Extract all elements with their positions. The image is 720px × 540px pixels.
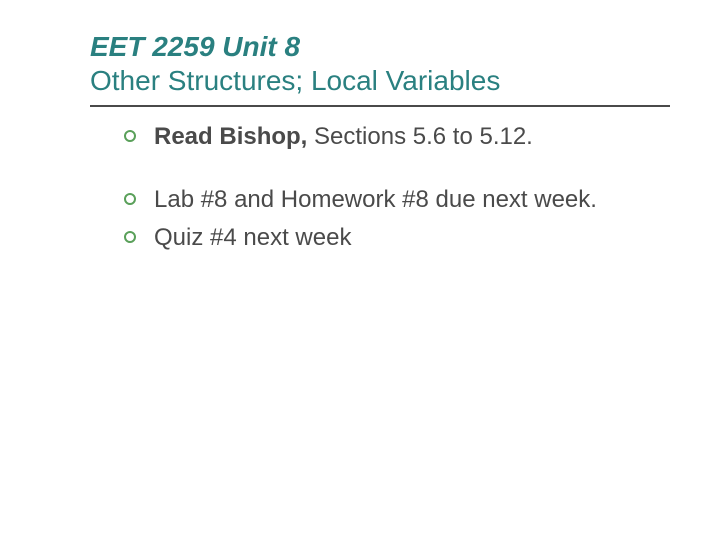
list-item: Read Bishop, Sections 5.6 to 5.12.: [124, 121, 670, 152]
bullet-text: Lab #8 and Homework #8 due next week.: [154, 184, 670, 215]
bullet-list: Read Bishop, Sections 5.6 to 5.12. Lab #…: [90, 121, 670, 253]
bullet-text: Read Bishop, Sections 5.6 to 5.12.: [154, 121, 670, 152]
bullet-rest: Lab #8 and Homework #8 due next week.: [154, 186, 597, 213]
title-divider: [90, 105, 670, 107]
bullet-text: Quiz #4 next week: [154, 222, 670, 253]
bullet-bold: Read Bishop,: [154, 123, 314, 150]
title-line-1: EET 2259 Unit 8: [90, 30, 670, 64]
slide-title: EET 2259 Unit 8 Other Structures; Local …: [90, 30, 670, 97]
bullet-rest: Sections 5.6 to 5.12.: [314, 123, 533, 150]
list-item: Quiz #4 next week: [124, 222, 670, 253]
title-line-2: Other Structures; Local Variables: [90, 64, 670, 98]
bullet-rest: Quiz #4 next week: [154, 224, 351, 251]
bullet-icon: [124, 231, 136, 243]
bullet-icon: [124, 130, 136, 142]
list-item: Lab #8 and Homework #8 due next week.: [124, 184, 670, 215]
bullet-icon: [124, 193, 136, 205]
